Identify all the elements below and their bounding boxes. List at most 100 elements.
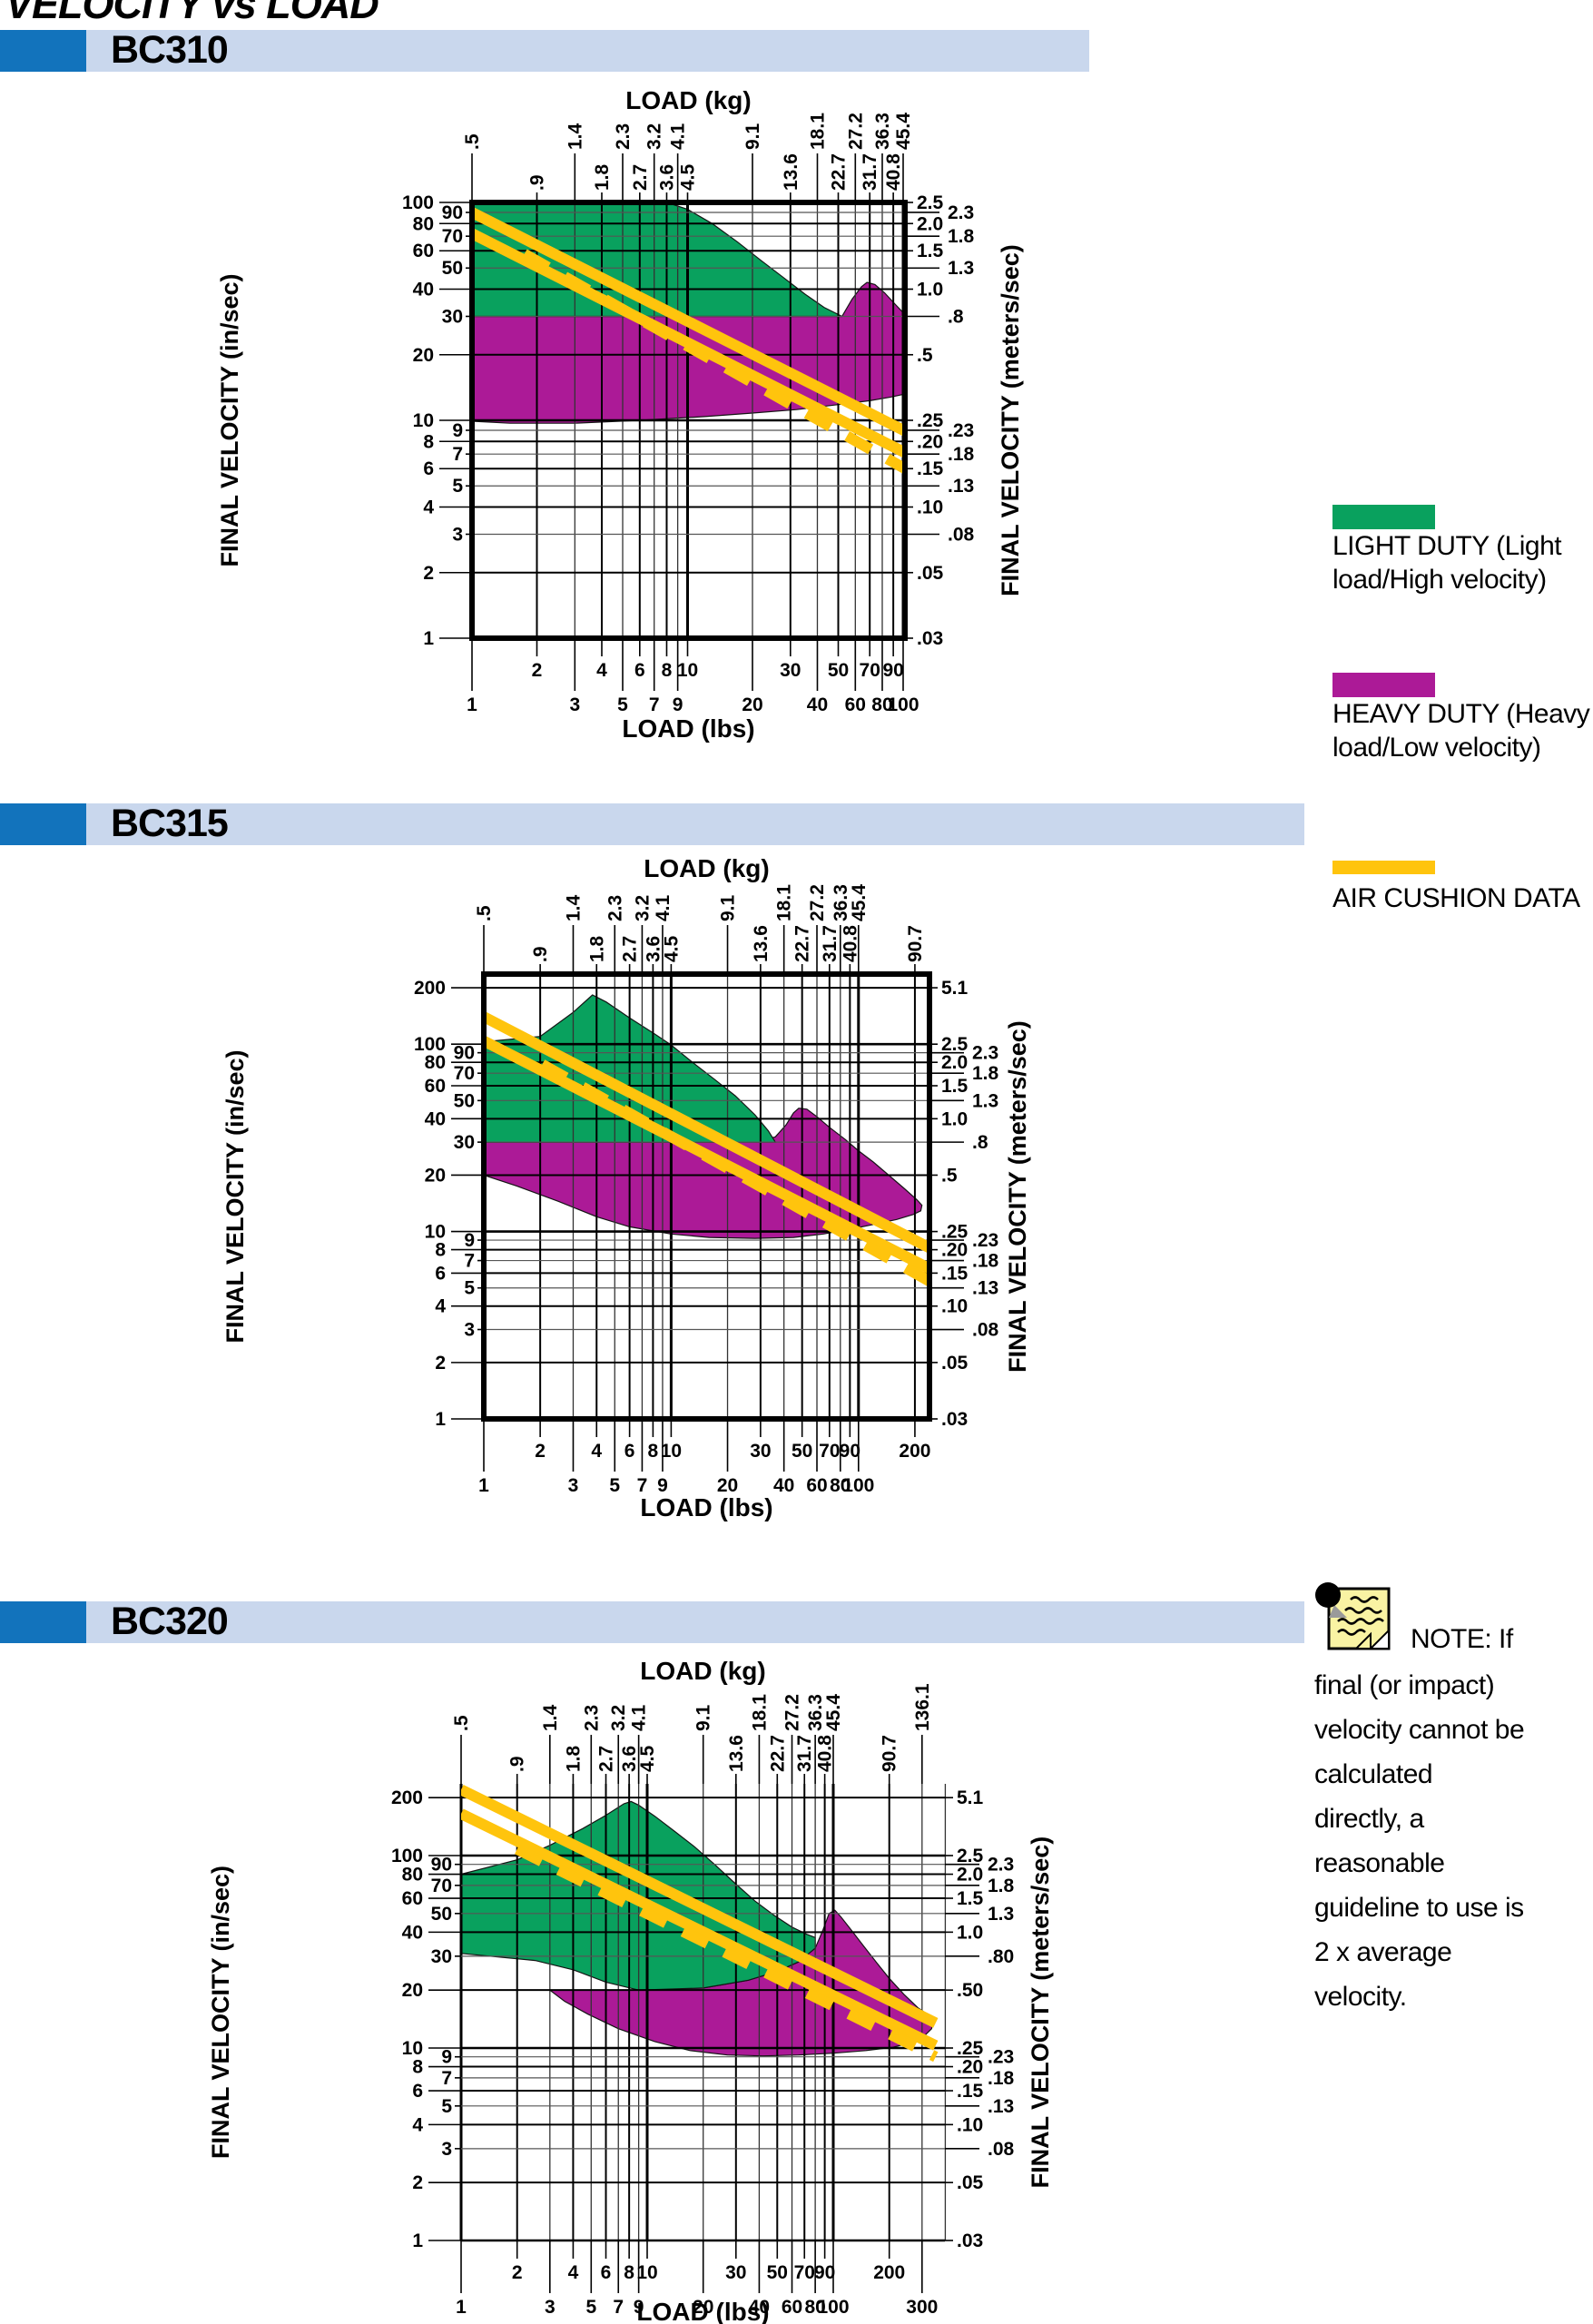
- svg-text:2.3: 2.3: [613, 123, 634, 150]
- svg-text:18.1: 18.1: [774, 884, 795, 921]
- svg-text:.15: .15: [917, 458, 944, 479]
- svg-text:4.5: 4.5: [661, 935, 682, 962]
- svg-text:60: 60: [806, 1475, 827, 1496]
- svg-text:2: 2: [412, 2172, 423, 2193]
- svg-text:.25: .25: [941, 1222, 969, 1243]
- svg-text:FINAL VELOCITY (meters/sec): FINAL VELOCITY (meters/sec): [1027, 1837, 1054, 2189]
- svg-text:9: 9: [634, 2297, 644, 2318]
- svg-text:7: 7: [452, 444, 463, 465]
- legend-label-air-cushion: AIR CUSHION DATA: [1332, 883, 1580, 913]
- svg-text:1: 1: [412, 2230, 423, 2251]
- svg-text:4.1: 4.1: [653, 894, 674, 921]
- svg-text:.10: .10: [917, 497, 943, 518]
- svg-text:2.3: 2.3: [605, 895, 625, 921]
- svg-text:LOAD (lbs): LOAD (lbs): [622, 714, 754, 743]
- svg-text:70: 70: [819, 1441, 840, 1462]
- svg-text:1.8: 1.8: [586, 935, 607, 962]
- svg-text:.9: .9: [507, 1756, 528, 1772]
- svg-text:30: 30: [454, 1132, 475, 1153]
- svg-text:1.4: 1.4: [563, 894, 584, 921]
- svg-text:.5: .5: [462, 133, 483, 150]
- svg-text:.5: .5: [451, 1715, 472, 1731]
- svg-text:.50: .50: [957, 1980, 983, 2001]
- svg-text:.5: .5: [941, 1165, 958, 1186]
- svg-text:9: 9: [657, 1475, 668, 1496]
- svg-text:40: 40: [413, 280, 434, 300]
- svg-text:13.6: 13.6: [781, 153, 801, 191]
- svg-text:.18: .18: [948, 444, 975, 465]
- svg-text:1: 1: [456, 2297, 467, 2318]
- svg-text:6: 6: [435, 1263, 446, 1284]
- svg-text:7: 7: [637, 1475, 648, 1496]
- svg-text:2.5: 2.5: [941, 1034, 969, 1055]
- svg-text:200: 200: [391, 1787, 423, 1808]
- svg-text:70: 70: [860, 660, 880, 681]
- svg-text:80: 80: [402, 1865, 423, 1886]
- svg-text:80: 80: [871, 694, 892, 715]
- svg-text:18.1: 18.1: [749, 1694, 770, 1731]
- svg-text:.18: .18: [988, 2068, 1015, 2089]
- svg-text:.8: .8: [972, 1132, 988, 1153]
- svg-text:.80: .80: [988, 1946, 1014, 1967]
- svg-text:.08: .08: [972, 1320, 999, 1341]
- note-fold-flap: [1353, 1631, 1372, 1649]
- svg-text:7: 7: [649, 694, 660, 715]
- svg-text:80: 80: [830, 1475, 851, 1496]
- svg-text:1.5: 1.5: [957, 1888, 984, 1909]
- svg-text:.25: .25: [917, 410, 944, 431]
- svg-text:2.7: 2.7: [620, 936, 641, 962]
- svg-text:36.3: 36.3: [805, 1694, 826, 1731]
- svg-text:2: 2: [435, 1353, 446, 1374]
- svg-text:90: 90: [442, 202, 463, 223]
- svg-text:2.5: 2.5: [917, 192, 944, 213]
- svg-text:20: 20: [425, 1165, 446, 1186]
- svg-text:2.0: 2.0: [957, 1865, 983, 1886]
- svg-text:50: 50: [828, 660, 849, 681]
- svg-text:LOAD (lbs): LOAD (lbs): [640, 1493, 772, 1521]
- svg-text:3.2: 3.2: [608, 1705, 629, 1731]
- svg-text:1: 1: [467, 694, 477, 715]
- air-cushion-lines: [461, 1785, 939, 2063]
- svg-text:3: 3: [452, 524, 463, 545]
- svg-text:22.7: 22.7: [792, 925, 813, 962]
- svg-text:3.2: 3.2: [644, 123, 665, 150]
- svg-text:20: 20: [413, 345, 434, 366]
- svg-text:4: 4: [596, 660, 607, 681]
- svg-text:20: 20: [742, 694, 762, 715]
- section-header-bc320: BC320: [0, 1601, 1304, 1643]
- svg-text:100: 100: [887, 694, 919, 715]
- svg-text:3.6: 3.6: [656, 164, 677, 191]
- svg-text:7: 7: [464, 1251, 475, 1272]
- svg-text:22.7: 22.7: [829, 153, 850, 191]
- svg-text:.05: .05: [917, 563, 944, 584]
- svg-text:4.1: 4.1: [629, 1704, 650, 1731]
- svg-text:LOAD (lbs): LOAD (lbs): [636, 2298, 769, 2324]
- svg-text:10: 10: [677, 660, 698, 681]
- svg-text:27.2: 27.2: [807, 884, 828, 921]
- svg-text:70: 70: [454, 1063, 475, 1084]
- svg-text:40.8: 40.8: [883, 153, 904, 191]
- svg-text:3: 3: [441, 2139, 452, 2160]
- svg-text:100: 100: [842, 1475, 874, 1496]
- svg-text:100: 100: [391, 1846, 423, 1866]
- svg-text:3: 3: [569, 694, 580, 715]
- svg-text:3: 3: [568, 1475, 579, 1496]
- svg-text:90: 90: [454, 1043, 475, 1064]
- header-accent-block: [0, 803, 86, 845]
- svg-text:.23: .23: [948, 420, 974, 441]
- svg-text:2.3: 2.3: [948, 202, 974, 223]
- section-label-bc320: BC320: [111, 1600, 229, 1643]
- svg-text:80: 80: [413, 213, 434, 234]
- svg-text:4: 4: [435, 1296, 446, 1317]
- svg-text:.10: .10: [941, 1296, 968, 1317]
- svg-text:10: 10: [636, 2262, 657, 2283]
- svg-text:.15: .15: [957, 2081, 984, 2102]
- svg-text:31.7: 31.7: [794, 1735, 815, 1772]
- svg-text:2.3: 2.3: [581, 1705, 602, 1731]
- duty-regions: [484, 994, 923, 1239]
- svg-text:LOAD (kg): LOAD (kg): [644, 854, 769, 882]
- legend-swatch-light-duty: [1332, 505, 1435, 529]
- svg-text:40: 40: [749, 2297, 770, 2318]
- svg-text:36.3: 36.3: [872, 113, 893, 150]
- svg-text:LOAD (kg): LOAD (kg): [625, 86, 751, 114]
